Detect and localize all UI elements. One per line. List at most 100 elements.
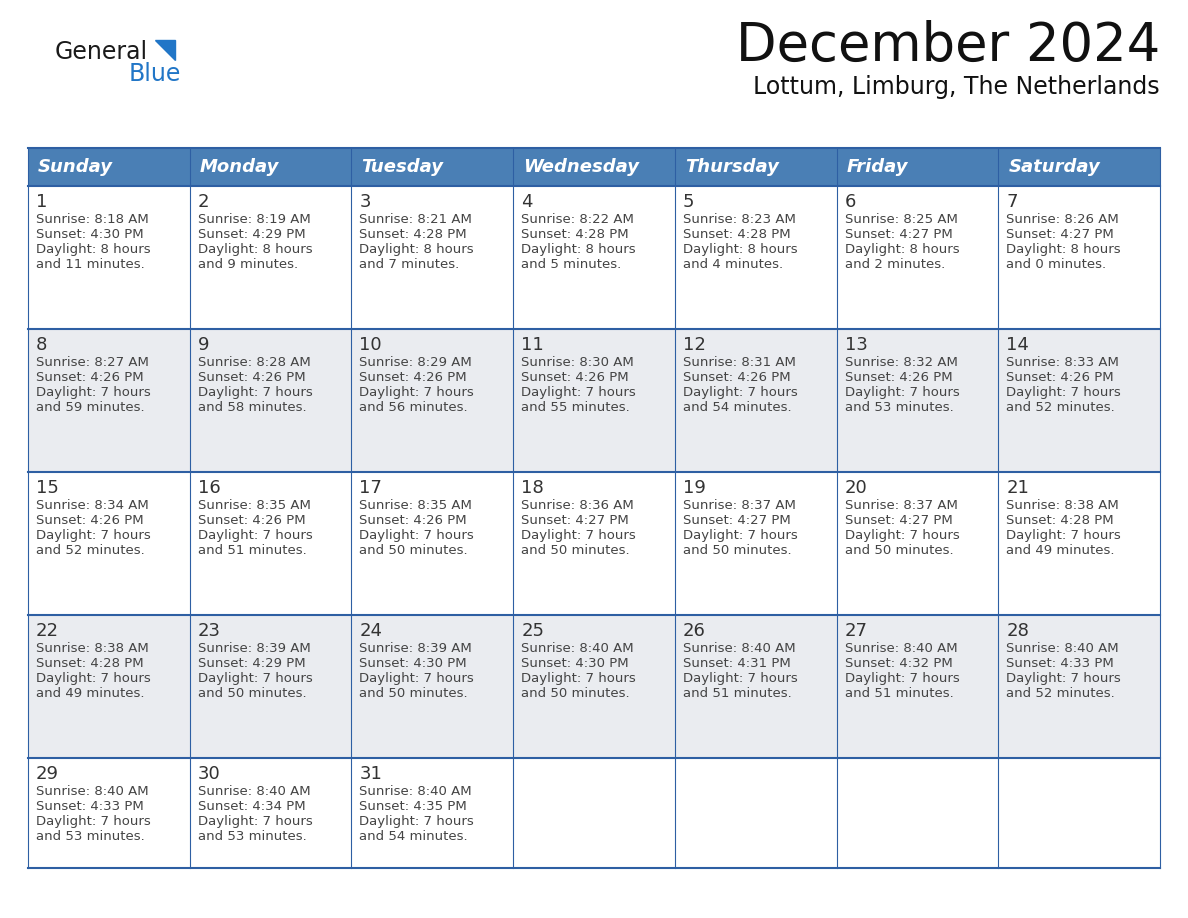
Bar — [513, 615, 675, 758]
Bar — [998, 472, 1159, 615]
Text: Daylight: 7 hours: Daylight: 7 hours — [845, 386, 960, 399]
Text: and 9 minutes.: and 9 minutes. — [197, 258, 298, 271]
Text: Sunrise: 8:40 AM: Sunrise: 8:40 AM — [197, 785, 310, 798]
Bar — [675, 329, 836, 472]
Text: Daylight: 7 hours: Daylight: 7 hours — [36, 386, 151, 399]
Bar — [836, 186, 998, 329]
Text: Sunset: 4:26 PM: Sunset: 4:26 PM — [36, 371, 144, 384]
Text: Sunrise: 8:34 AM: Sunrise: 8:34 AM — [36, 499, 148, 512]
Text: Daylight: 7 hours: Daylight: 7 hours — [36, 672, 151, 685]
Text: and 54 minutes.: and 54 minutes. — [683, 401, 791, 414]
Text: 10: 10 — [360, 336, 383, 354]
Text: 14: 14 — [1006, 336, 1029, 354]
Text: and 51 minutes.: and 51 minutes. — [197, 544, 307, 557]
Text: Sunset: 4:26 PM: Sunset: 4:26 PM — [360, 514, 467, 527]
Text: Sunset: 4:28 PM: Sunset: 4:28 PM — [360, 228, 467, 241]
Text: 22: 22 — [36, 622, 59, 640]
Text: Sunset: 4:27 PM: Sunset: 4:27 PM — [522, 514, 628, 527]
Text: 8: 8 — [36, 336, 48, 354]
Text: Sunrise: 8:40 AM: Sunrise: 8:40 AM — [360, 785, 472, 798]
Text: Sunset: 4:30 PM: Sunset: 4:30 PM — [36, 228, 144, 241]
Text: Sunset: 4:26 PM: Sunset: 4:26 PM — [1006, 371, 1114, 384]
Bar — [836, 615, 998, 758]
Text: Sunrise: 8:26 AM: Sunrise: 8:26 AM — [1006, 213, 1119, 226]
Text: and 53 minutes.: and 53 minutes. — [36, 830, 145, 843]
Text: Sunrise: 8:22 AM: Sunrise: 8:22 AM — [522, 213, 634, 226]
Text: 24: 24 — [360, 622, 383, 640]
Text: Sunset: 4:26 PM: Sunset: 4:26 PM — [522, 371, 628, 384]
Bar — [675, 472, 836, 615]
Text: Sunrise: 8:31 AM: Sunrise: 8:31 AM — [683, 356, 796, 369]
Text: and 52 minutes.: and 52 minutes. — [36, 544, 145, 557]
Bar — [190, 186, 352, 329]
Text: 11: 11 — [522, 336, 544, 354]
Text: Sunset: 4:29 PM: Sunset: 4:29 PM — [197, 228, 305, 241]
Bar — [29, 615, 190, 758]
Text: Sunset: 4:30 PM: Sunset: 4:30 PM — [360, 657, 467, 670]
Text: Sunset: 4:30 PM: Sunset: 4:30 PM — [522, 657, 628, 670]
Text: and 59 minutes.: and 59 minutes. — [36, 401, 145, 414]
Text: Sunrise: 8:40 AM: Sunrise: 8:40 AM — [1006, 642, 1119, 655]
Text: and 7 minutes.: and 7 minutes. — [360, 258, 460, 271]
Text: Daylight: 7 hours: Daylight: 7 hours — [683, 529, 797, 542]
Text: Daylight: 8 hours: Daylight: 8 hours — [683, 243, 797, 256]
Text: Sunrise: 8:35 AM: Sunrise: 8:35 AM — [360, 499, 473, 512]
Text: Sunset: 4:31 PM: Sunset: 4:31 PM — [683, 657, 790, 670]
Text: Sunset: 4:27 PM: Sunset: 4:27 PM — [1006, 228, 1114, 241]
Text: 16: 16 — [197, 479, 221, 497]
Text: Daylight: 7 hours: Daylight: 7 hours — [1006, 672, 1121, 685]
Bar — [675, 758, 836, 868]
Polygon shape — [154, 40, 175, 60]
Text: Daylight: 8 hours: Daylight: 8 hours — [360, 243, 474, 256]
Bar — [352, 186, 513, 329]
Bar — [836, 329, 998, 472]
Text: Sunrise: 8:38 AM: Sunrise: 8:38 AM — [36, 642, 148, 655]
Bar — [998, 186, 1159, 329]
Text: Sunset: 4:26 PM: Sunset: 4:26 PM — [845, 371, 953, 384]
Text: Daylight: 7 hours: Daylight: 7 hours — [522, 386, 636, 399]
Text: Sunrise: 8:35 AM: Sunrise: 8:35 AM — [197, 499, 310, 512]
Text: 7: 7 — [1006, 193, 1018, 211]
Text: Saturday: Saturday — [1009, 158, 1100, 176]
Text: 20: 20 — [845, 479, 867, 497]
Text: and 50 minutes.: and 50 minutes. — [360, 687, 468, 700]
Text: and 50 minutes.: and 50 minutes. — [522, 687, 630, 700]
Text: Sunset: 4:26 PM: Sunset: 4:26 PM — [683, 371, 790, 384]
Text: Sunset: 4:34 PM: Sunset: 4:34 PM — [197, 800, 305, 813]
Text: and 50 minutes.: and 50 minutes. — [845, 544, 953, 557]
Text: Sunset: 4:26 PM: Sunset: 4:26 PM — [197, 371, 305, 384]
Text: Daylight: 7 hours: Daylight: 7 hours — [360, 815, 474, 828]
Text: 29: 29 — [36, 765, 59, 783]
Text: Sunrise: 8:39 AM: Sunrise: 8:39 AM — [360, 642, 472, 655]
Bar — [513, 186, 675, 329]
Text: Daylight: 7 hours: Daylight: 7 hours — [683, 672, 797, 685]
Text: 6: 6 — [845, 193, 855, 211]
Text: 31: 31 — [360, 765, 383, 783]
Text: 15: 15 — [36, 479, 59, 497]
Text: Sunrise: 8:40 AM: Sunrise: 8:40 AM — [683, 642, 796, 655]
Text: Daylight: 7 hours: Daylight: 7 hours — [360, 672, 474, 685]
Text: and 49 minutes.: and 49 minutes. — [36, 687, 145, 700]
Bar — [352, 758, 513, 868]
Text: December 2024: December 2024 — [735, 20, 1159, 72]
Text: 4: 4 — [522, 193, 532, 211]
Text: and 52 minutes.: and 52 minutes. — [1006, 401, 1116, 414]
Text: 3: 3 — [360, 193, 371, 211]
Text: General: General — [55, 40, 148, 64]
Text: Daylight: 7 hours: Daylight: 7 hours — [197, 672, 312, 685]
Text: Daylight: 8 hours: Daylight: 8 hours — [845, 243, 959, 256]
Text: and 50 minutes.: and 50 minutes. — [197, 687, 307, 700]
Text: Sunset: 4:28 PM: Sunset: 4:28 PM — [36, 657, 144, 670]
Bar — [190, 472, 352, 615]
Text: Sunset: 4:27 PM: Sunset: 4:27 PM — [845, 228, 953, 241]
Text: Sunrise: 8:36 AM: Sunrise: 8:36 AM — [522, 499, 634, 512]
Text: Daylight: 7 hours: Daylight: 7 hours — [522, 529, 636, 542]
Text: Sunset: 4:29 PM: Sunset: 4:29 PM — [197, 657, 305, 670]
Text: and 11 minutes.: and 11 minutes. — [36, 258, 145, 271]
Bar — [513, 329, 675, 472]
Text: Daylight: 7 hours: Daylight: 7 hours — [197, 529, 312, 542]
Bar — [29, 186, 190, 329]
Text: and 53 minutes.: and 53 minutes. — [197, 830, 307, 843]
Text: Daylight: 7 hours: Daylight: 7 hours — [683, 386, 797, 399]
Text: and 51 minutes.: and 51 minutes. — [683, 687, 791, 700]
